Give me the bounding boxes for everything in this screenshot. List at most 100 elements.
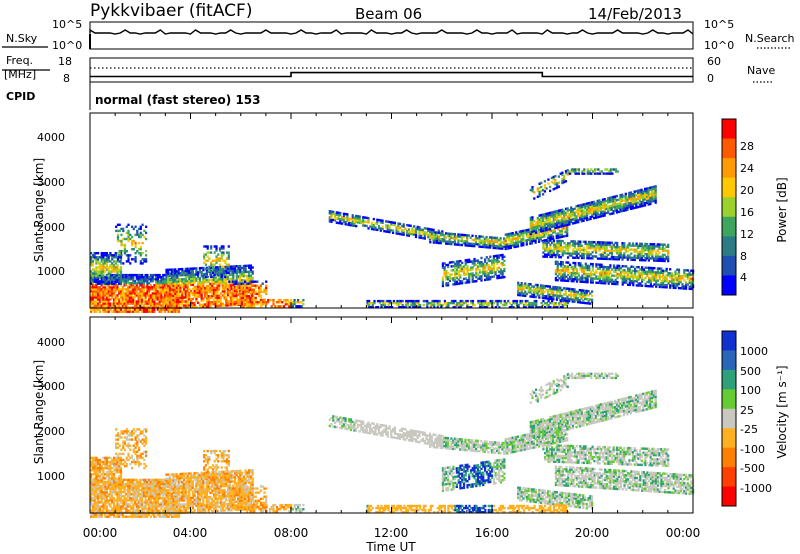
data-cell bbox=[446, 232, 449, 235]
data-cell bbox=[491, 271, 494, 274]
data-cell bbox=[525, 243, 528, 246]
data-cell bbox=[118, 270, 121, 273]
data-cell bbox=[509, 232, 512, 235]
data-cell bbox=[129, 254, 132, 257]
data-cell bbox=[647, 257, 650, 260]
data-cell bbox=[155, 278, 158, 281]
data-cell bbox=[263, 303, 266, 306]
data-cell bbox=[399, 226, 402, 230]
data-cell bbox=[226, 304, 230, 307]
data-cell bbox=[215, 257, 218, 260]
data-cell bbox=[475, 263, 478, 267]
data-cell bbox=[466, 281, 469, 284]
data-cell bbox=[205, 287, 208, 290]
data-cell bbox=[586, 250, 589, 254]
data-cell bbox=[97, 290, 100, 293]
data-cell bbox=[186, 285, 189, 289]
data-cell bbox=[647, 197, 650, 200]
data-cell bbox=[241, 281, 244, 284]
data-cell bbox=[582, 205, 585, 208]
data-cell bbox=[242, 272, 245, 276]
data-cell bbox=[216, 288, 219, 291]
data-cell bbox=[589, 257, 592, 260]
data-cell bbox=[93, 300, 96, 303]
data-cell bbox=[496, 247, 499, 250]
data-cell bbox=[430, 230, 433, 233]
data-cell bbox=[441, 280, 444, 284]
data-cell bbox=[586, 218, 589, 222]
data-cell bbox=[543, 213, 546, 216]
data-cell bbox=[660, 255, 663, 258]
data-cell bbox=[176, 290, 179, 293]
data-cell bbox=[218, 263, 222, 266]
data-cell bbox=[608, 206, 611, 210]
data-cell bbox=[561, 218, 564, 222]
data-cell bbox=[162, 296, 165, 299]
data-cell bbox=[116, 272, 119, 275]
data-cell bbox=[290, 299, 293, 302]
data-cell bbox=[612, 243, 615, 247]
data-cell bbox=[647, 193, 650, 196]
data-cell bbox=[240, 282, 243, 285]
data-cell bbox=[136, 233, 139, 237]
data-cell bbox=[543, 294, 546, 298]
data-cell bbox=[455, 268, 458, 271]
data-cell bbox=[543, 235, 546, 238]
data-cell bbox=[567, 273, 570, 276]
data-cell bbox=[181, 267, 184, 271]
data-cell bbox=[602, 245, 605, 248]
data-cell bbox=[337, 221, 340, 225]
data-cell bbox=[554, 214, 557, 217]
data-cell bbox=[540, 224, 543, 227]
data-cell bbox=[543, 223, 546, 226]
data-cell bbox=[647, 195, 650, 198]
data-cell bbox=[575, 219, 578, 222]
data-cell bbox=[441, 240, 444, 243]
data-cell bbox=[672, 286, 675, 289]
data-cell bbox=[119, 276, 123, 279]
data-cell bbox=[219, 282, 223, 285]
data-cell bbox=[533, 229, 536, 233]
data-cell bbox=[530, 233, 534, 237]
data-cell bbox=[482, 270, 485, 274]
data-cell bbox=[556, 262, 559, 266]
data-cell bbox=[195, 293, 198, 296]
data-cell bbox=[244, 278, 247, 282]
data-cell bbox=[559, 247, 562, 251]
data-cell bbox=[662, 279, 665, 283]
data-cell bbox=[637, 256, 640, 260]
data-cell bbox=[121, 276, 124, 279]
data-cell bbox=[608, 200, 611, 204]
data-cell bbox=[90, 258, 93, 261]
data-cell bbox=[423, 235, 426, 238]
data-cell bbox=[577, 248, 580, 251]
data-cell bbox=[474, 234, 478, 238]
data-cell bbox=[225, 277, 228, 281]
data-cell bbox=[126, 280, 130, 283]
data-cell bbox=[679, 280, 682, 284]
data-cell bbox=[645, 189, 648, 192]
data-cell bbox=[529, 238, 532, 241]
data-cell bbox=[370, 221, 374, 225]
data-cell bbox=[572, 250, 575, 253]
data-cell bbox=[656, 255, 659, 258]
data-cell bbox=[126, 308, 130, 311]
data-cell bbox=[587, 204, 590, 207]
data-cell bbox=[552, 293, 555, 297]
data-cell bbox=[160, 282, 163, 285]
data-cell bbox=[685, 287, 688, 290]
data-cell bbox=[560, 229, 563, 232]
data-cell bbox=[555, 234, 558, 238]
data-cell bbox=[560, 227, 563, 230]
data-cell bbox=[204, 293, 207, 296]
data-cell bbox=[546, 232, 549, 235]
data-cell bbox=[353, 220, 356, 223]
data-cell bbox=[237, 267, 240, 270]
data-cell bbox=[190, 297, 193, 301]
data-cell bbox=[372, 226, 375, 229]
data-cell bbox=[105, 300, 108, 303]
data-cell bbox=[635, 190, 638, 193]
data-cell bbox=[105, 260, 108, 263]
data-cell bbox=[538, 234, 541, 237]
data-cell bbox=[168, 282, 172, 286]
